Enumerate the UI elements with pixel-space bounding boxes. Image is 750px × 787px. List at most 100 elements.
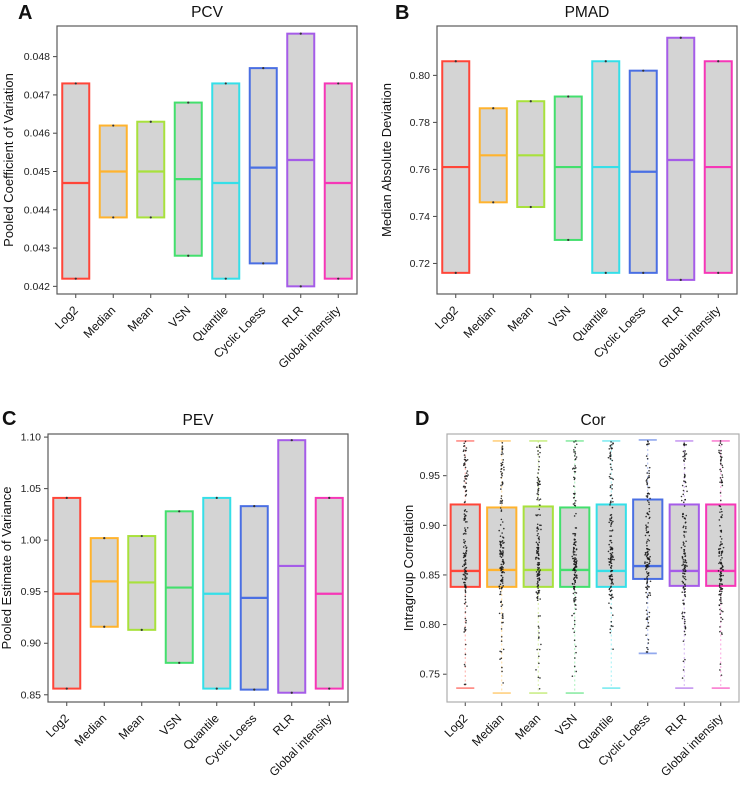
y-axis-label: Intragroup Correlation [401,505,416,631]
y-axis: 0.042 0.043 0.044 0.045 0.046 0.047 0.048 [24,51,57,293]
category-box-mean [522,440,554,694]
category-box-global-intensity [323,82,353,280]
category-box-quantile [202,496,232,690]
category-box-log2 [61,82,91,280]
cor-chart: Cor Intragroup Correlation 0.75 0.80 0.85 0.9… [401,412,740,779]
y-tick-label: 0.72 [410,258,431,270]
chart-title: PMAD [565,4,610,21]
chart-title: Cor [581,412,606,429]
category-box-cyclic-loess [239,505,269,691]
panel-cor: D Cor Intragroup Correlation 0.75 0.80 0.85 0… [375,394,750,787]
scatter-points-log2 [461,440,469,686]
scatter-points-median [498,442,505,684]
plot-frame [56,25,358,295]
y-tick-label: 0.78 [410,117,431,129]
category-box-quantile [211,82,241,280]
x-tick-label-rlr: RLR [659,303,686,330]
panel-pcv: A PCV Pooled Coefficient of Variation 0.04… [0,0,375,394]
x-tick-label-log2: Log2 [432,303,461,332]
category-box-rlr [666,36,696,281]
y-tick-label: 1.10 [21,432,42,444]
y-tick-label: 1.05 [21,483,42,495]
y-axis-label: Pooled Coefficient of Variation [1,73,16,247]
category-box-median [89,537,119,628]
y-axis-label: Median Absolute Deviation [379,83,394,237]
y-tick-label: 0.76 [410,164,431,176]
panel-letter-d: D [415,408,430,430]
category-box-vsn [553,95,583,242]
x-tick-label-mean: Mean [116,711,147,742]
x-tick-label-median: Median [469,711,507,749]
plot-frame [47,433,349,703]
x-tick-label-vsn: VSN [546,303,573,330]
y-axis: 0.75 0.80 0.85 0.90 0.95 [420,470,447,681]
x-tick-label-mean: Mean [505,303,536,334]
y-tick-label: 0.046 [24,128,50,140]
category-box-global-intensity [703,60,733,274]
y-axis-label: Pooled Estimate of Variance [0,486,14,649]
panel-letter-c: C [2,408,17,430]
category-box-cyclic-loess [248,67,278,265]
category-box-cyclic-loess [628,69,658,274]
panel-letter-b: B [395,2,410,24]
x-tick-label-rlr: RLR [279,303,306,330]
x-tick-label-vsn: VSN [157,711,184,738]
x-tick-label-mean: Mean [512,711,543,742]
panel-pmad: B PMAD Median Absolute Deviation 0.72 0.74 0… [375,0,750,394]
category-box-vsn [164,510,194,664]
category-box-rlr [668,440,700,689]
x-tick-label-rlr: RLR [270,711,297,738]
x-tick-label-log2: Log2 [43,711,72,740]
x-tick-label-log2: Log2 [442,711,471,740]
scatter-points-rlr [680,442,688,679]
category-box-mean [136,120,166,219]
category-box-vsn [173,101,203,257]
category-box-median [98,124,128,219]
x-tick-label-median: Median [72,711,110,749]
category-box-mean [127,534,157,631]
category-box-log2 [449,440,481,689]
y-tick-label: 0.042 [24,281,50,293]
chart-title: PCV [191,4,224,21]
y-tick-label: 0.80 [410,70,431,82]
category-box-mean [516,100,546,209]
category-box-global-intensity [705,440,737,689]
x-tick-label-vsn: VSN [553,711,580,738]
category-box-global-intensity [314,496,344,690]
category-box-cyclic-loess [632,439,664,655]
y-tick-label: 0.044 [24,204,50,216]
category-box-quantile [591,60,621,274]
category-box-quantile [595,440,627,689]
y-tick-label: 0.048 [24,51,50,63]
scatter-points-quantile [607,441,615,650]
y-tick-label: 0.95 [21,586,42,598]
panel-letter-a: A [18,2,33,24]
panel-pev: C PEV Pooled Estimate of Variance 0.85 0.90… [0,394,375,787]
y-tick-label: 1.00 [21,535,42,547]
scatter-points-mean [534,444,542,690]
category-box-median [478,107,508,204]
chart-title: PEV [182,412,214,429]
y-tick-label: 0.90 [420,520,441,532]
category-box-log2 [441,60,471,274]
x-tick-label-mean: Mean [125,303,156,334]
y-tick-label: 0.75 [420,669,441,681]
x-tick-label-log2: Log2 [52,303,81,332]
category-box-vsn [559,440,591,694]
y-tick-label: 0.043 [24,243,50,255]
y-tick-label: 0.045 [24,166,50,178]
category-box-log2 [52,496,82,690]
y-tick-label: 0.90 [21,638,42,650]
x-tick-label-median: Median [461,303,499,341]
scatter-points-vsn [571,440,578,678]
y-tick-label: 0.95 [420,470,441,482]
category-box-median [486,440,518,694]
y-tick-label: 0.85 [420,569,441,581]
category-box-rlr [277,439,307,694]
